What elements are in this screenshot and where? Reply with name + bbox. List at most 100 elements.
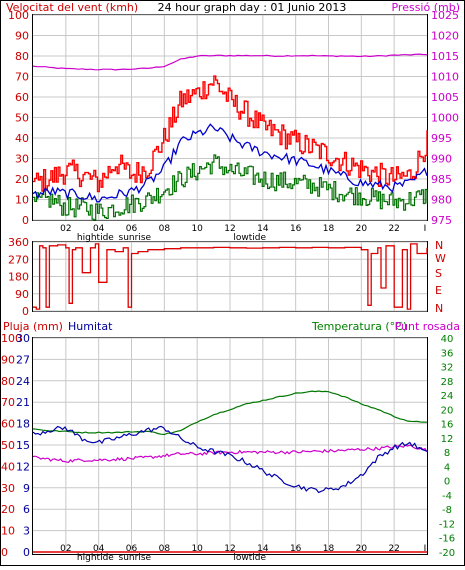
wind-lowtide-label: lowtide <box>233 233 266 243</box>
pressure-tick-label-995: 995 <box>431 132 452 145</box>
temperature-tick-label-4: 4 <box>444 462 450 473</box>
wind-speed-label: Velocitat del vent (kmh) <box>6 1 138 14</box>
wind-tick-label-70: 70 <box>15 71 29 84</box>
humidity-tick-label-80: 80 <box>1 375 15 388</box>
rain-time-label-08: 08 <box>159 544 171 554</box>
wind-time-label-20: 20 <box>356 224 368 234</box>
wind-time-label-I: I <box>424 224 427 234</box>
compass-label-N-4: N <box>435 302 443 315</box>
rain-lowtide-label: lowtide <box>233 553 266 563</box>
rain-time-label-12: 12 <box>224 544 235 554</box>
humidity-tick-label-60: 60 <box>1 418 15 431</box>
temperature-tick-label-36: 36 <box>441 348 454 359</box>
humidity-tick-label-20: 20 <box>1 503 15 516</box>
rain-time-label-16: 16 <box>290 544 302 554</box>
rain-time-label-10: 10 <box>191 544 203 554</box>
wind-time-label-18: 18 <box>323 224 335 234</box>
pressure-tick-label-1020: 1020 <box>431 30 459 43</box>
compass-label-E-3: E <box>435 284 442 297</box>
direction-tick-label-180: 180 <box>8 271 29 284</box>
rain-tick-label-6: 6 <box>23 503 30 516</box>
rain-tick-label-18: 18 <box>16 418 30 431</box>
wind-tick-label-60: 60 <box>15 91 29 104</box>
temperature-tick-label--20: -20 <box>439 548 455 559</box>
chart-title: 24 hour graph day : 01 Junio 2013 <box>158 1 347 14</box>
rain-tick-label-12: 12 <box>16 460 30 473</box>
wind-time-label-08: 08 <box>159 224 171 234</box>
pressure-tick-label-975: 975 <box>431 214 452 227</box>
humidity-tick-label-90: 90 <box>1 353 15 366</box>
wind-time-label-16: 16 <box>290 224 302 234</box>
wind-tick-label-80: 80 <box>15 50 29 63</box>
direction-tick-label-360: 360 <box>8 236 29 249</box>
rain-tick-label-24: 24 <box>16 375 30 388</box>
temperature-tick-label-20: 20 <box>441 405 454 416</box>
wind-time-label-10: 10 <box>191 224 203 234</box>
rain-time-label-20: 20 <box>356 544 368 554</box>
wind-low-series-line <box>33 154 428 221</box>
wind-sunrise-label: sunrise <box>119 233 152 243</box>
temperature-tick-label-40: 40 <box>441 334 454 345</box>
wind-average-series-line <box>32 123 428 203</box>
rain-time-label-06: 06 <box>126 544 138 554</box>
wind-time-label-06: 06 <box>126 224 138 234</box>
wind-hightide-label: hightide <box>77 233 114 243</box>
temperature-tick-label-12: 12 <box>441 434 454 445</box>
rain-time-label-04: 04 <box>93 544 105 554</box>
pressure-tick-label-990: 990 <box>431 153 452 166</box>
wind-tick-label-20: 20 <box>15 173 29 186</box>
humidity-tick-label-40: 40 <box>1 460 15 473</box>
humidity-tick-label-50: 50 <box>1 439 15 452</box>
compass-label-S-2: S <box>435 267 442 280</box>
wind-time-label-22: 22 <box>388 224 399 234</box>
humidity-label: Humitat <box>68 320 113 333</box>
wind-tick-label-30: 30 <box>15 153 29 166</box>
rain-hightide-label: hightide <box>77 553 114 563</box>
rain-time-label-02: 02 <box>60 544 71 554</box>
pressure-tick-label-1010: 1010 <box>431 71 459 84</box>
temperature-tick-label--8: -8 <box>442 505 452 516</box>
rain-tick-label-0: 0 <box>23 546 30 559</box>
pressure-tick-label-1015: 1015 <box>431 50 459 63</box>
direction-tick-label-0: 0 <box>22 305 29 318</box>
wind-tick-label-0: 0 <box>22 214 29 227</box>
pressure-tick-label-1000: 1000 <box>431 112 459 125</box>
pressure-series-line <box>32 53 428 71</box>
rain-tick-label-21: 21 <box>16 396 30 409</box>
humidity-tick-label-0: 0 <box>1 546 8 559</box>
dew-point-label: Punt rosada <box>395 320 460 333</box>
pressure-tick-label-980: 980 <box>431 194 452 207</box>
tick-layer: 0102030405060708090100975980985990995100… <box>1 9 459 563</box>
temperature-tick-label-32: 32 <box>441 363 454 374</box>
direction-tick-label-270: 270 <box>8 253 29 266</box>
humidity-tick-label-30: 30 <box>1 482 15 495</box>
humidity-tick-label-70: 70 <box>1 396 15 409</box>
compass-label-W-1: W <box>435 252 446 265</box>
wind-tick-label-50: 50 <box>15 112 29 125</box>
wind-time-label-02: 02 <box>60 224 71 234</box>
temperature-tick-label-8: 8 <box>444 448 450 459</box>
direction-tick-label-90: 90 <box>15 288 29 301</box>
temperature-tick-label--16: -16 <box>439 534 455 545</box>
pressure-tick-label-985: 985 <box>431 173 452 186</box>
wind-time-label-04: 04 <box>93 224 105 234</box>
temperature-tick-label-28: 28 <box>441 377 454 388</box>
rain-tick-label-15: 15 <box>16 439 30 452</box>
pressure-tick-label-1025: 1025 <box>431 9 459 22</box>
wind-tick-label-90: 90 <box>15 30 29 43</box>
temperature-tick-label-0: 0 <box>444 477 450 488</box>
temperature-tick-label--12: -12 <box>439 519 455 530</box>
temperature-series-line <box>32 390 428 436</box>
rain-time-label-I: I <box>424 544 427 554</box>
humidity-series-line <box>32 425 428 494</box>
dewpoint-series-line <box>32 444 428 464</box>
temperature-tick-label--4: -4 <box>442 491 452 502</box>
wind-time-label-14: 14 <box>257 224 269 234</box>
wind-time-label-12: 12 <box>224 224 235 234</box>
temperature-tick-label-24: 24 <box>441 391 454 402</box>
rain-time-label-22: 22 <box>388 544 399 554</box>
wind-direction-series-line <box>33 243 428 310</box>
